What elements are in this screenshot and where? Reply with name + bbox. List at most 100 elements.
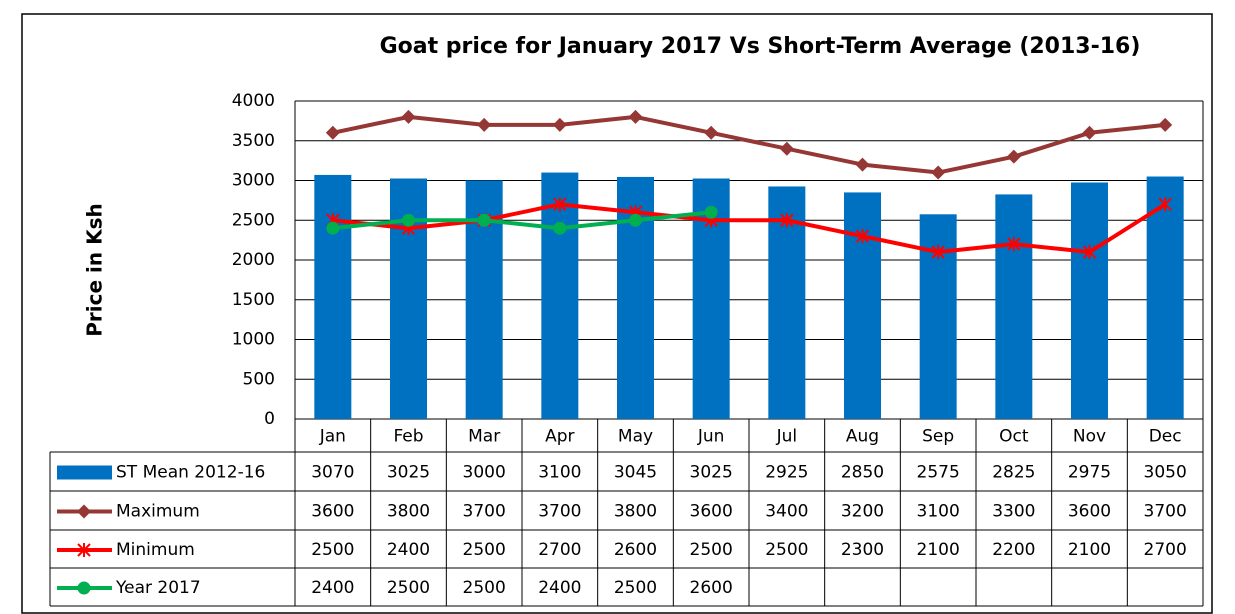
table-value: 3025	[690, 463, 733, 483]
table-value: 2500	[387, 578, 430, 598]
table-value: 2850	[841, 463, 884, 483]
table-value: 3400	[765, 502, 808, 522]
marker	[402, 213, 415, 227]
table-value: 2700	[1144, 540, 1187, 560]
bar	[541, 172, 579, 419]
bar	[995, 194, 1033, 419]
marker	[628, 109, 643, 124]
y-tick-label: 500	[243, 369, 275, 389]
table-value: 2825	[992, 463, 1035, 483]
legend-marker	[77, 581, 91, 595]
legend-label: ST Mean 2012-16	[116, 463, 265, 483]
y-tick-label: 3000	[232, 171, 275, 191]
y-tick-label: 3500	[232, 131, 275, 151]
marker	[326, 221, 340, 235]
y-axis-label: Price in Ksh	[83, 203, 107, 336]
table-value: 2700	[538, 540, 581, 560]
table-value: 3700	[538, 502, 581, 522]
marker	[931, 165, 946, 180]
marker	[552, 117, 567, 132]
table-value: 2975	[1068, 463, 1111, 483]
marker	[780, 213, 794, 228]
y-tick-label: 2000	[232, 250, 275, 270]
table-value: 3070	[311, 463, 354, 483]
x-tick-label: Apr	[545, 427, 574, 447]
marker	[477, 213, 491, 227]
table-value: 3700	[463, 502, 506, 522]
marker	[1082, 125, 1097, 140]
marker	[1007, 237, 1021, 252]
legend-label: Minimum	[116, 540, 195, 560]
x-tick-label: May	[618, 427, 653, 447]
legend-marker	[77, 543, 91, 557]
marker	[553, 221, 567, 235]
table-value: 2300	[841, 540, 884, 560]
table-value: 3600	[1068, 502, 1111, 522]
table-value: 3025	[387, 463, 430, 483]
y-tick-label: 4000	[232, 91, 275, 111]
table-value: 2500	[463, 578, 506, 598]
x-tick-label: Nov	[1073, 427, 1106, 447]
chart-title: Goat price for January 2017 Vs Short-Ter…	[380, 34, 1141, 59]
y-tick-label: 1000	[232, 330, 275, 350]
marker	[704, 205, 718, 219]
line	[332, 114, 1166, 175]
table-value: 3700	[1144, 502, 1187, 522]
bar	[314, 174, 352, 419]
bar	[919, 214, 957, 419]
line	[332, 210, 712, 231]
legend-label: Year 2017	[115, 578, 201, 598]
marker	[401, 109, 416, 124]
marker	[855, 229, 870, 244]
table-value: 3600	[311, 502, 354, 522]
marker	[1158, 117, 1173, 132]
table-value: 2575	[917, 463, 960, 483]
table-value: 2400	[387, 540, 430, 560]
table-value: 3100	[538, 463, 581, 483]
table-value: 3300	[992, 502, 1035, 522]
table-value: 3800	[614, 502, 657, 522]
marker	[325, 125, 340, 140]
table-value: 2200	[992, 540, 1035, 560]
line	[332, 202, 1167, 255]
y-tick-label: 0	[264, 409, 275, 429]
table-value: 2500	[463, 540, 506, 560]
legend-swatch	[57, 465, 112, 480]
marker	[1082, 245, 1097, 260]
x-tick-label: Aug	[846, 427, 879, 447]
x-tick-label: Dec	[1149, 427, 1182, 447]
x-tick-label: Mar	[468, 427, 500, 447]
table-value: 2925	[765, 463, 808, 483]
bar	[844, 192, 881, 419]
table-value: 2600	[614, 540, 657, 560]
table-value: 2500	[614, 578, 657, 598]
table-value: 2400	[538, 578, 581, 598]
marker	[779, 141, 794, 156]
table-value: 3045	[614, 463, 657, 483]
x-tick-label: Jun	[697, 427, 725, 447]
bar	[1146, 176, 1184, 419]
x-tick-label: Jan	[319, 427, 346, 447]
table-value: 2500	[690, 540, 733, 560]
table-value: 2500	[765, 540, 808, 560]
bar	[1071, 182, 1108, 419]
x-tick-label: Jul	[776, 427, 798, 447]
chart-border	[21, 13, 1213, 614]
y-tick-label: 2500	[232, 210, 275, 230]
x-tick-label: Feb	[393, 427, 423, 447]
table-value: 3800	[387, 502, 430, 522]
table-value: 3000	[463, 463, 506, 483]
x-tick-label: Oct	[999, 427, 1029, 447]
marker	[1158, 197, 1172, 212]
table-value: 2100	[1068, 540, 1111, 560]
marker	[931, 245, 945, 260]
legend-marker	[77, 504, 91, 519]
table-value: 3050	[1144, 463, 1187, 483]
marker	[704, 125, 719, 140]
marker	[477, 117, 492, 132]
table-value: 3600	[690, 502, 733, 522]
table-value: 2600	[690, 578, 733, 598]
marker	[855, 157, 870, 172]
